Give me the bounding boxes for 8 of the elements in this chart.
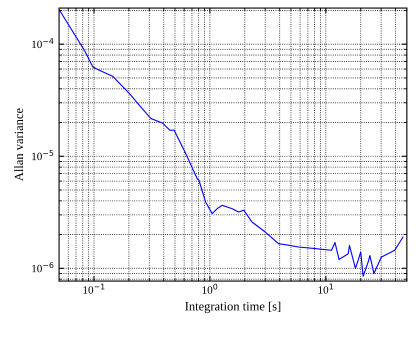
y-tick-label: 10$^{−4}$	[32, 38, 54, 48]
y-tick-label: 10$^{−6}$	[32, 262, 54, 272]
x-tick-label: 10$^{−1}$	[83, 284, 104, 294]
x-tick-label: 10$^{1}$	[318, 284, 333, 294]
y-tick-label: 10$^{−5}$	[32, 150, 54, 160]
y-axis-title: Allan variance	[14, 108, 24, 182]
x-axis-title: Integration time [s]	[185, 302, 280, 314]
x-tick-label: 10$^{0}$	[202, 284, 218, 294]
